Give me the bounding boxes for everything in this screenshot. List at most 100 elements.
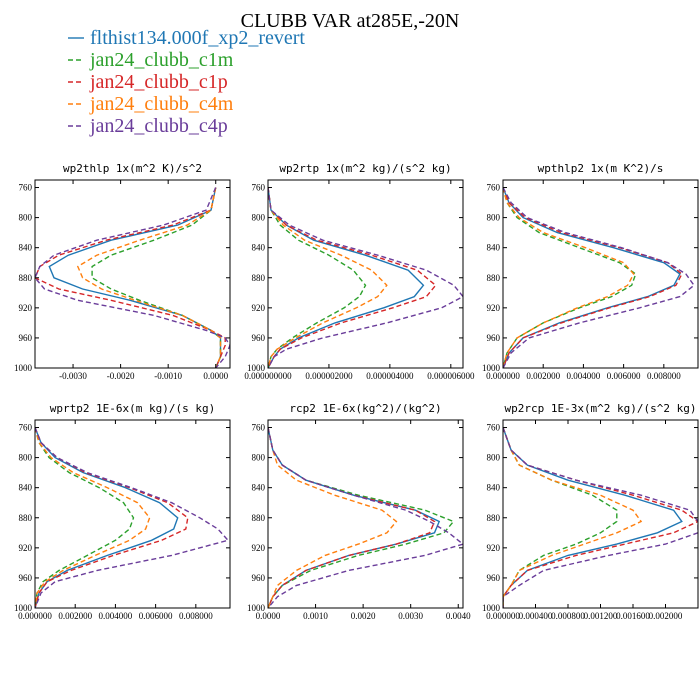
series-group [35,187,230,368]
panel: rcp2 1E-6x(kg^2)/(kg^2) 760 800 840 880 920 96… [247,402,471,621]
y-tick-label: 840 [19,483,33,493]
plot-area [502,419,699,609]
panel: wp2rcp 1E-3x(m^2 kg)/(s^2 kg)760 800 840 88… [482,402,699,621]
series-group [268,187,463,368]
legend-entry: jan24_clubb_c4p [68,115,228,137]
plot-area [502,179,699,369]
y-tick-label: 760 [252,423,266,433]
panel: wprtp2 1E-6x(m kg)/(s kg) 760 800 840 880 920… [14,402,231,621]
series-line [35,427,135,608]
x-tick-label: 0.0000 [203,371,228,381]
series-line [268,427,455,608]
y-tick-label: 800 [19,453,33,463]
y-tick-label: 960 [19,333,33,343]
y-tick-label: 880 [252,513,266,523]
series-line [503,187,637,368]
series-line [268,187,388,368]
series-line [268,187,463,368]
x-tick-label: 0.002000 [58,611,92,621]
panel: wp2thlp 1x(m^2 K)/s^2 760 800 840 880 920 960 1… [14,162,231,381]
x-tick-label: 0.000800 [551,611,585,621]
x-tick-label: 0.000002000 [305,371,353,381]
panel-title: wpthlp2 1x(m K^2)/s [538,162,664,175]
y-tick-label: 840 [252,243,266,253]
x-tick-label: 0.0010 [303,611,328,621]
x-tick-label: 0.002000 [649,611,683,621]
panel-title: wp2rcp 1E-3x(m^2 kg)/(s^2 kg) [504,402,696,415]
x-tick-label: 0.002000 [526,371,560,381]
series-line [503,427,618,608]
y-tick-label: 920 [19,303,33,313]
x-tick-label: 0.008000 [647,371,681,381]
series-line [35,187,230,368]
legend-label: jan24_clubb_c4p [89,115,228,137]
x-tick-label: 0.0040 [446,611,471,621]
x-tick-label: 0.000000 [486,611,520,621]
legend-entry: jan24_clubb_c1m [68,49,234,71]
legend-label: jan24_clubb_c1m [89,49,234,71]
y-tick-label: 960 [252,573,266,583]
y-tick-label: 880 [487,273,501,283]
panel: wp2rtp 1x(m^2 kg)/(s^2 kg) 760 800 840 880 92… [244,162,475,381]
legend-entry: jan24_clubb_c1p [68,71,228,93]
y-tick-label: 800 [487,453,501,463]
series-line [268,187,437,368]
y-tick-label: 760 [19,183,33,193]
y-tick-label: 1000 [14,603,33,613]
legend-label: jan24_clubb_c1p [89,71,228,93]
series-line [503,427,698,608]
x-tick-label: -0.0020 [107,371,135,381]
legend-entry: flthist134.000f_xp2_revert [68,27,305,49]
series-line [503,187,695,368]
x-tick-label: 0.000400 [519,611,553,621]
y-tick-label: 760 [19,423,33,433]
figure-title: CLUBB VAR at285E,-20N [241,10,460,32]
panel: wpthlp2 1x(m K^2)/s 760 800 840 880 920 960 100… [482,162,699,381]
x-tick-label: -0.0030 [59,371,87,381]
series-line [268,427,398,608]
x-tick-label: 0.0020 [351,611,376,621]
series-line [268,187,367,368]
x-tick-label: 0.008000 [179,611,213,621]
panel-title: wprtp2 1E-6x(m kg)/(s kg) [50,402,216,415]
y-tick-label: 920 [252,543,266,553]
y-tick-label: 1000 [482,603,501,613]
plot-area [34,419,231,609]
panel-title: rcp2 1E-6x(kg^2)/(kg^2) [289,402,441,415]
legend-entry: jan24_clubb_c4m [68,93,234,115]
y-tick-label: 800 [487,213,501,223]
y-tick-label: 800 [252,213,266,223]
y-tick-label: 880 [487,513,501,523]
plot-area [34,179,231,369]
y-tick-label: 960 [19,573,33,583]
plot-area [267,179,464,369]
y-tick-label: 880 [19,513,33,523]
y-tick-label: 960 [487,333,501,343]
y-tick-label: 1000 [247,603,266,613]
panels: wp2thlp 1x(m^2 K)/s^2 760 800 840 880 920 960 1… [14,162,699,621]
series-line [35,427,179,608]
x-tick-label: 0.004000 [99,611,133,621]
series-group [503,187,695,368]
y-tick-label: 760 [487,183,501,193]
y-tick-label: 920 [487,303,501,313]
series-group [35,427,230,608]
y-tick-label: 1000 [247,363,266,373]
y-tick-label: 800 [252,453,266,463]
x-tick-label: 0.0030 [398,611,423,621]
y-tick-label: 880 [19,273,33,283]
series-line [503,187,683,368]
x-tick-label: 0.004000 [567,371,601,381]
legend-label: jan24_clubb_c4m [89,93,234,115]
series-line [35,187,226,368]
y-tick-label: 1000 [482,363,501,373]
y-tick-label: 1000 [14,363,33,373]
panel-title: wp2rtp 1x(m^2 kg)/(s^2 kg) [279,162,451,175]
y-tick-label: 920 [487,543,501,553]
series-line [503,187,635,368]
series-line [268,427,436,608]
x-tick-label: 0.0000 [256,611,281,621]
series-line [268,427,463,608]
x-tick-label: -0.0010 [154,371,182,381]
